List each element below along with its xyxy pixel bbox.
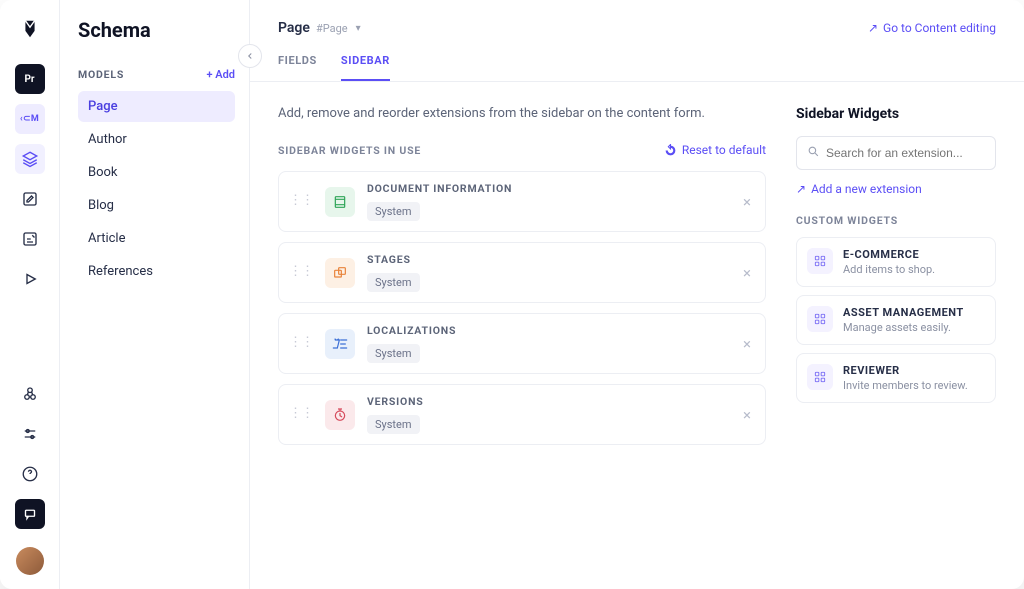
- sidebar-title: Schema: [78, 18, 235, 42]
- external-link-icon: ↗: [796, 182, 806, 196]
- breadcrumb: Page #Page ▾: [278, 20, 361, 36]
- widget-title: VERSIONS: [367, 395, 424, 408]
- play-icon: [21, 270, 39, 288]
- extension-search[interactable]: [796, 136, 996, 170]
- widget-tag: System: [367, 273, 420, 292]
- remove-widget-button[interactable]: ×: [743, 193, 751, 211]
- widget-row: ⋮⋮ LOCALIZATIONS System ×: [278, 313, 766, 374]
- rail-model-badge[interactable]: ‹⊂M: [15, 104, 45, 134]
- rail-feedback[interactable]: [15, 499, 45, 529]
- rail-help[interactable]: [15, 459, 45, 489]
- widget-icon: [325, 400, 355, 430]
- model-item-page[interactable]: Page: [78, 91, 235, 122]
- reset-icon: [664, 144, 677, 157]
- goto-content-editing-link[interactable]: ↗ Go to Content editing: [868, 21, 996, 35]
- user-avatar[interactable]: [16, 547, 44, 575]
- rail-edit[interactable]: [15, 184, 45, 214]
- widget-icon: [325, 329, 355, 359]
- reset-to-default-button[interactable]: Reset to default: [664, 143, 766, 157]
- drag-handle-icon[interactable]: ⋮⋮: [289, 340, 313, 347]
- chevron-left-icon: [245, 51, 255, 61]
- remove-widget-button[interactable]: ×: [743, 264, 751, 282]
- rail-settings[interactable]: [15, 419, 45, 449]
- breadcrumb-name: Page: [278, 20, 310, 36]
- custom-widget-desc: Manage assets easily.: [843, 321, 964, 334]
- rail-webhooks[interactable]: [15, 379, 45, 409]
- model-item-article[interactable]: Article: [78, 223, 235, 254]
- widgets-section-label: SIDEBAR WIDGETS IN USE: [278, 144, 421, 157]
- widget-row: ⋮⋮ DOCUMENT INFORMATION System ×: [278, 171, 766, 232]
- nav-rail: Pr ‹⊂M: [0, 0, 60, 589]
- rail-play[interactable]: [15, 264, 45, 294]
- widget-title: STAGES: [367, 253, 420, 266]
- custom-widget-title: ASSET MANAGEMENT: [843, 306, 964, 319]
- widget-tag: System: [367, 415, 420, 434]
- custom-widget-desc: Add items to shop.: [843, 263, 935, 276]
- grid-icon: [807, 248, 833, 274]
- brand-logo-icon: [19, 18, 41, 40]
- help-icon: [21, 465, 39, 483]
- model-item-blog[interactable]: Blog: [78, 190, 235, 221]
- layers-icon: [21, 150, 39, 168]
- tab-sidebar[interactable]: SIDEBAR: [341, 54, 390, 81]
- custom-widgets-label: CUSTOM WIDGETS: [796, 214, 996, 227]
- custom-widget-title: E-COMMERCE: [843, 248, 935, 261]
- drag-handle-icon[interactable]: ⋮⋮: [289, 269, 313, 276]
- collapse-sidebar-button[interactable]: [238, 44, 262, 68]
- right-panel-title: Sidebar Widgets: [796, 106, 996, 122]
- widget-tag: System: [367, 344, 420, 363]
- tab-fields[interactable]: FIELDS: [278, 54, 317, 81]
- edit-square-icon: [21, 190, 39, 208]
- custom-widget-title: REVIEWER: [843, 364, 968, 377]
- widget-title: LOCALIZATIONS: [367, 324, 456, 337]
- drag-handle-icon[interactable]: ⋮⋮: [289, 198, 313, 205]
- sliders-icon: [21, 425, 39, 443]
- custom-widget-item[interactable]: ASSET MANAGEMENT Manage assets easily.: [796, 295, 996, 345]
- custom-widget-item[interactable]: REVIEWER Invite members to review.: [796, 353, 996, 403]
- extension-search-input[interactable]: [826, 146, 985, 160]
- remove-widget-button[interactable]: ×: [743, 335, 751, 353]
- drag-handle-icon[interactable]: ⋮⋮: [289, 411, 313, 418]
- widget-tag: System: [367, 202, 420, 221]
- search-icon: [807, 145, 820, 161]
- model-item-references[interactable]: References: [78, 256, 235, 287]
- add-model-button[interactable]: + Add: [206, 68, 235, 81]
- models-sidebar: Schema MODELS + Add PageAuthorBookBlogAr…: [60, 0, 250, 589]
- remove-widget-button[interactable]: ×: [743, 406, 751, 424]
- main-area: Page #Page ▾ ↗ Go to Content editing FIE…: [250, 0, 1024, 589]
- widget-row: ⋮⋮ STAGES System ×: [278, 242, 766, 303]
- widget-row: ⋮⋮ VERSIONS System ×: [278, 384, 766, 445]
- breadcrumb-dropdown[interactable]: ▾: [356, 23, 361, 34]
- widget-icon: [325, 187, 355, 217]
- models-section-label: MODELS: [78, 68, 124, 81]
- rail-project-badge[interactable]: Pr: [15, 64, 45, 94]
- add-new-extension-link[interactable]: ↗ Add a new extension: [796, 182, 996, 196]
- chat-icon: [21, 505, 39, 523]
- model-item-author[interactable]: Author: [78, 124, 235, 155]
- grid-icon: [807, 364, 833, 390]
- widget-title: DOCUMENT INFORMATION: [367, 182, 512, 195]
- model-item-book[interactable]: Book: [78, 157, 235, 188]
- rail-schema[interactable]: [15, 144, 45, 174]
- external-link-icon: ↗: [868, 21, 878, 35]
- custom-widget-desc: Invite members to review.: [843, 379, 968, 392]
- compose-icon: [21, 230, 39, 248]
- custom-widget-item[interactable]: E-COMMERCE Add items to shop.: [796, 237, 996, 287]
- webhook-icon: [21, 385, 39, 403]
- grid-icon: [807, 306, 833, 332]
- rail-compose[interactable]: [15, 224, 45, 254]
- widget-icon: [325, 258, 355, 288]
- breadcrumb-slug: #Page: [316, 22, 348, 35]
- right-panel: Sidebar Widgets ↗ Add a new extension CU…: [796, 106, 996, 455]
- intro-text: Add, remove and reorder extensions from …: [278, 106, 766, 121]
